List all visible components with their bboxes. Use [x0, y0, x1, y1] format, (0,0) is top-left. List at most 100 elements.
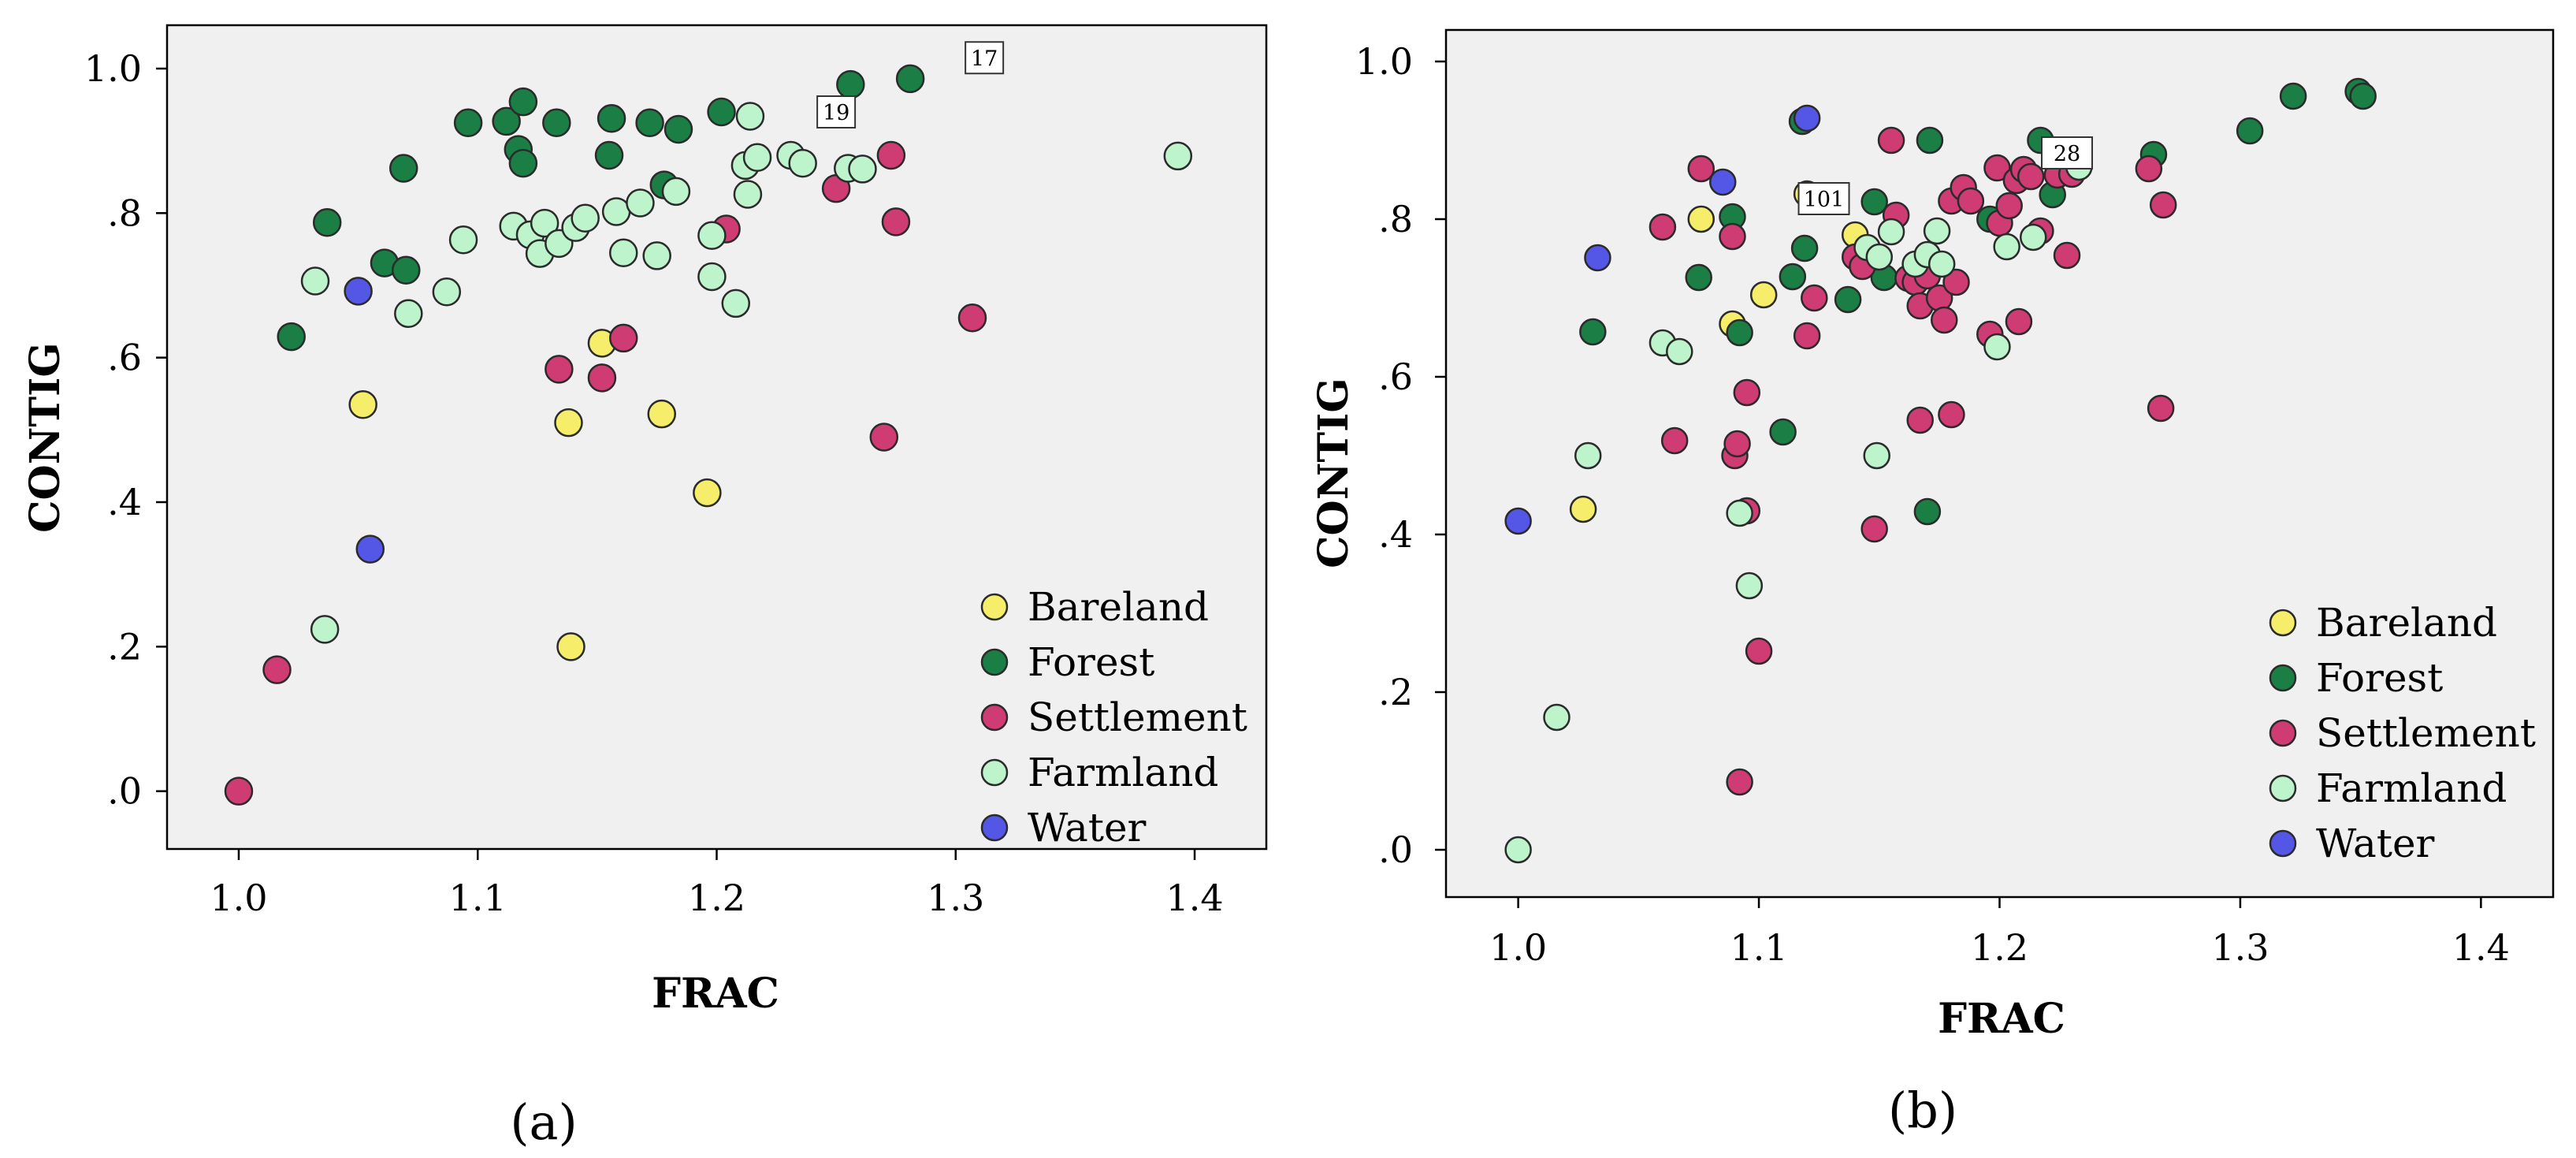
panel-b-y-tick-label: .4: [1378, 513, 1413, 556]
panel-b-point-farmland: [1574, 441, 1602, 470]
panel-b-point-forest: [1916, 126, 1944, 155]
panel-a-y-tick-label: .0: [107, 770, 142, 813]
panel-b-point-farmland: [1927, 250, 1956, 278]
panel-a-point-farmland: [788, 148, 817, 178]
panel-b-legend-marker-forest: [2269, 664, 2297, 692]
panel-a-legend-label-bareland: Bareland: [1028, 584, 1209, 630]
panel-b-point-water: [1504, 507, 1532, 535]
panel-b-y-tick-label: .8: [1378, 198, 1413, 240]
panel-b-point-settlement: [1687, 155, 1715, 183]
panel-a-y-tick-label: .2: [107, 625, 142, 668]
panel-a-point-forest: [492, 106, 521, 136]
panel-b-point-settlement: [1745, 637, 1773, 665]
panel-b-legend-marker-water: [2269, 829, 2297, 858]
panel-a-point-farmland: [721, 289, 751, 318]
panel-a-point-bareland: [647, 399, 676, 429]
panel-b-point-farmland: [1735, 572, 1764, 600]
panel-b-point-settlement: [1931, 306, 1958, 334]
panel-b-point-forest: [1790, 234, 1819, 263]
panel-b-point-settlement: [1983, 154, 2011, 182]
panel-a-point-farmland: [661, 177, 691, 207]
panel-b-point-settlement: [1942, 268, 1970, 296]
panel-b-point-farmland: [1877, 218, 1905, 246]
panel-b-point-bareland: [1687, 205, 1715, 233]
panel-b-point-forest: [1685, 263, 1712, 292]
panel-a-point-farmland: [1163, 141, 1193, 171]
panel-a-scatter-plot: 1.0 1.1 1.2 1.3 1.4 .0 .2 .4 .6 .8 1.0 FRAC CONTIG 19…: [21, 24, 1268, 1151]
panel-b-point-settlement: [1906, 406, 1934, 434]
panel-a-point-forest: [392, 255, 421, 285]
panel-b-x-axis-title: FRAC: [1938, 995, 2065, 1043]
panel-b-x-tick-label: 1.4: [2452, 926, 2510, 969]
panel-a-point-forest: [388, 154, 418, 183]
panel-a-point-forest: [312, 208, 342, 237]
panel-b-point-water: [1793, 104, 1821, 132]
panel-a-point-bareland: [348, 390, 377, 419]
panel-b-point-bareland: [1569, 495, 1597, 523]
panel-b-point-farmland: [1726, 499, 1753, 527]
panel-b-legend-marker-bareland: [2269, 609, 2297, 637]
panel-a-y-axis-title: CONTIG: [21, 342, 69, 533]
panel-a-point-settlement: [587, 363, 617, 393]
panel-a-point-farmland: [626, 188, 655, 218]
panel-b-point-settlement: [2017, 162, 2045, 191]
panel-b-point-settlement: [1726, 768, 1753, 796]
panel-a-y-tick-label: .6: [107, 337, 142, 379]
panel-a-x-tick-label: 1.4: [1165, 877, 1223, 919]
panel-b-y-tick-label: .6: [1378, 356, 1413, 398]
panel-a-point-forest: [895, 64, 925, 94]
panel-a-legend-marker-settlement: [980, 703, 1009, 732]
panel-a-point-farmland: [733, 180, 763, 209]
panel-b-point-farmland: [1504, 836, 1532, 864]
panel-b-y-tick-label: .0: [1378, 828, 1413, 871]
panel-a-point-forest: [277, 322, 306, 352]
panel-b-point-forest: [1769, 418, 1797, 446]
panel-a-point-forest: [508, 148, 538, 178]
panel-b-point-farmland: [2020, 223, 2047, 251]
panel-b-point-forest: [1726, 318, 1753, 347]
panel-a-point-farmland: [608, 238, 638, 267]
panel-b-legend-label-forest: Forest: [2316, 655, 2443, 701]
panel-b-x-tick-label: 1.1: [1730, 926, 1787, 969]
panel-b-point-forest: [1779, 263, 1807, 291]
panel-b-annotation-box: [2041, 136, 2094, 169]
panel-a-plot-area: [165, 24, 1268, 851]
panel-a-panel-label: (a): [510, 1093, 577, 1151]
panel-b-point-farmland: [1666, 337, 1693, 366]
panel-a-point-settlement: [262, 655, 292, 684]
panel-a-point-forest: [635, 108, 664, 137]
panel-b-legend-marker-settlement: [2269, 719, 2297, 747]
panel-b-point-settlement: [1719, 222, 1746, 251]
panel-a-point-settlement: [881, 207, 911, 236]
panel-a-annotation-label: 19: [823, 101, 849, 125]
panel-a-legend-label-water: Water: [1028, 805, 1147, 851]
panel-a-point-bareland: [556, 632, 585, 661]
panel-b-point-farmland: [1923, 217, 1951, 245]
panel-a-point-settlement: [957, 303, 987, 333]
panel-a-point-settlement: [224, 776, 254, 806]
panel-b-legend-label-settlement: Settlement: [2316, 710, 2536, 756]
panel-b-point-forest: [1913, 497, 1942, 526]
panel-a-x-tick-label: 1.0: [210, 877, 267, 919]
panel-b-point-settlement: [1660, 426, 1689, 455]
panel-a-point-bareland: [554, 408, 583, 438]
panel-a-legend-label-settlement: Settlement: [1028, 694, 1247, 740]
panel-b-point-forest: [2236, 117, 2264, 145]
panel-a-point-farmland: [432, 277, 462, 307]
panel-b-point-water: [1709, 168, 1737, 196]
panel-a-point-forest: [594, 140, 624, 170]
panel-a-annotation-box: [816, 95, 857, 128]
panel-b-point-settlement: [1995, 192, 2023, 220]
panel-b-point-forest: [1834, 285, 1862, 314]
panel-b-point-settlement: [2053, 241, 2081, 270]
panel-b-legend-label-bareland: Bareland: [2316, 600, 2497, 646]
panel-a-point-forest: [508, 87, 538, 117]
panel-a-point-forest: [836, 69, 865, 99]
panel-a-point-farmland: [571, 203, 600, 233]
panel-b-point-water: [1584, 244, 1611, 272]
panel-b-point-forest: [1579, 318, 1607, 346]
panel-b-point-settlement: [1860, 515, 1888, 543]
panel-a-x-tick-label: 1.2: [688, 877, 745, 919]
panel-b-legend-label-water: Water: [2316, 821, 2435, 866]
panel-a-point-forest: [453, 108, 483, 137]
